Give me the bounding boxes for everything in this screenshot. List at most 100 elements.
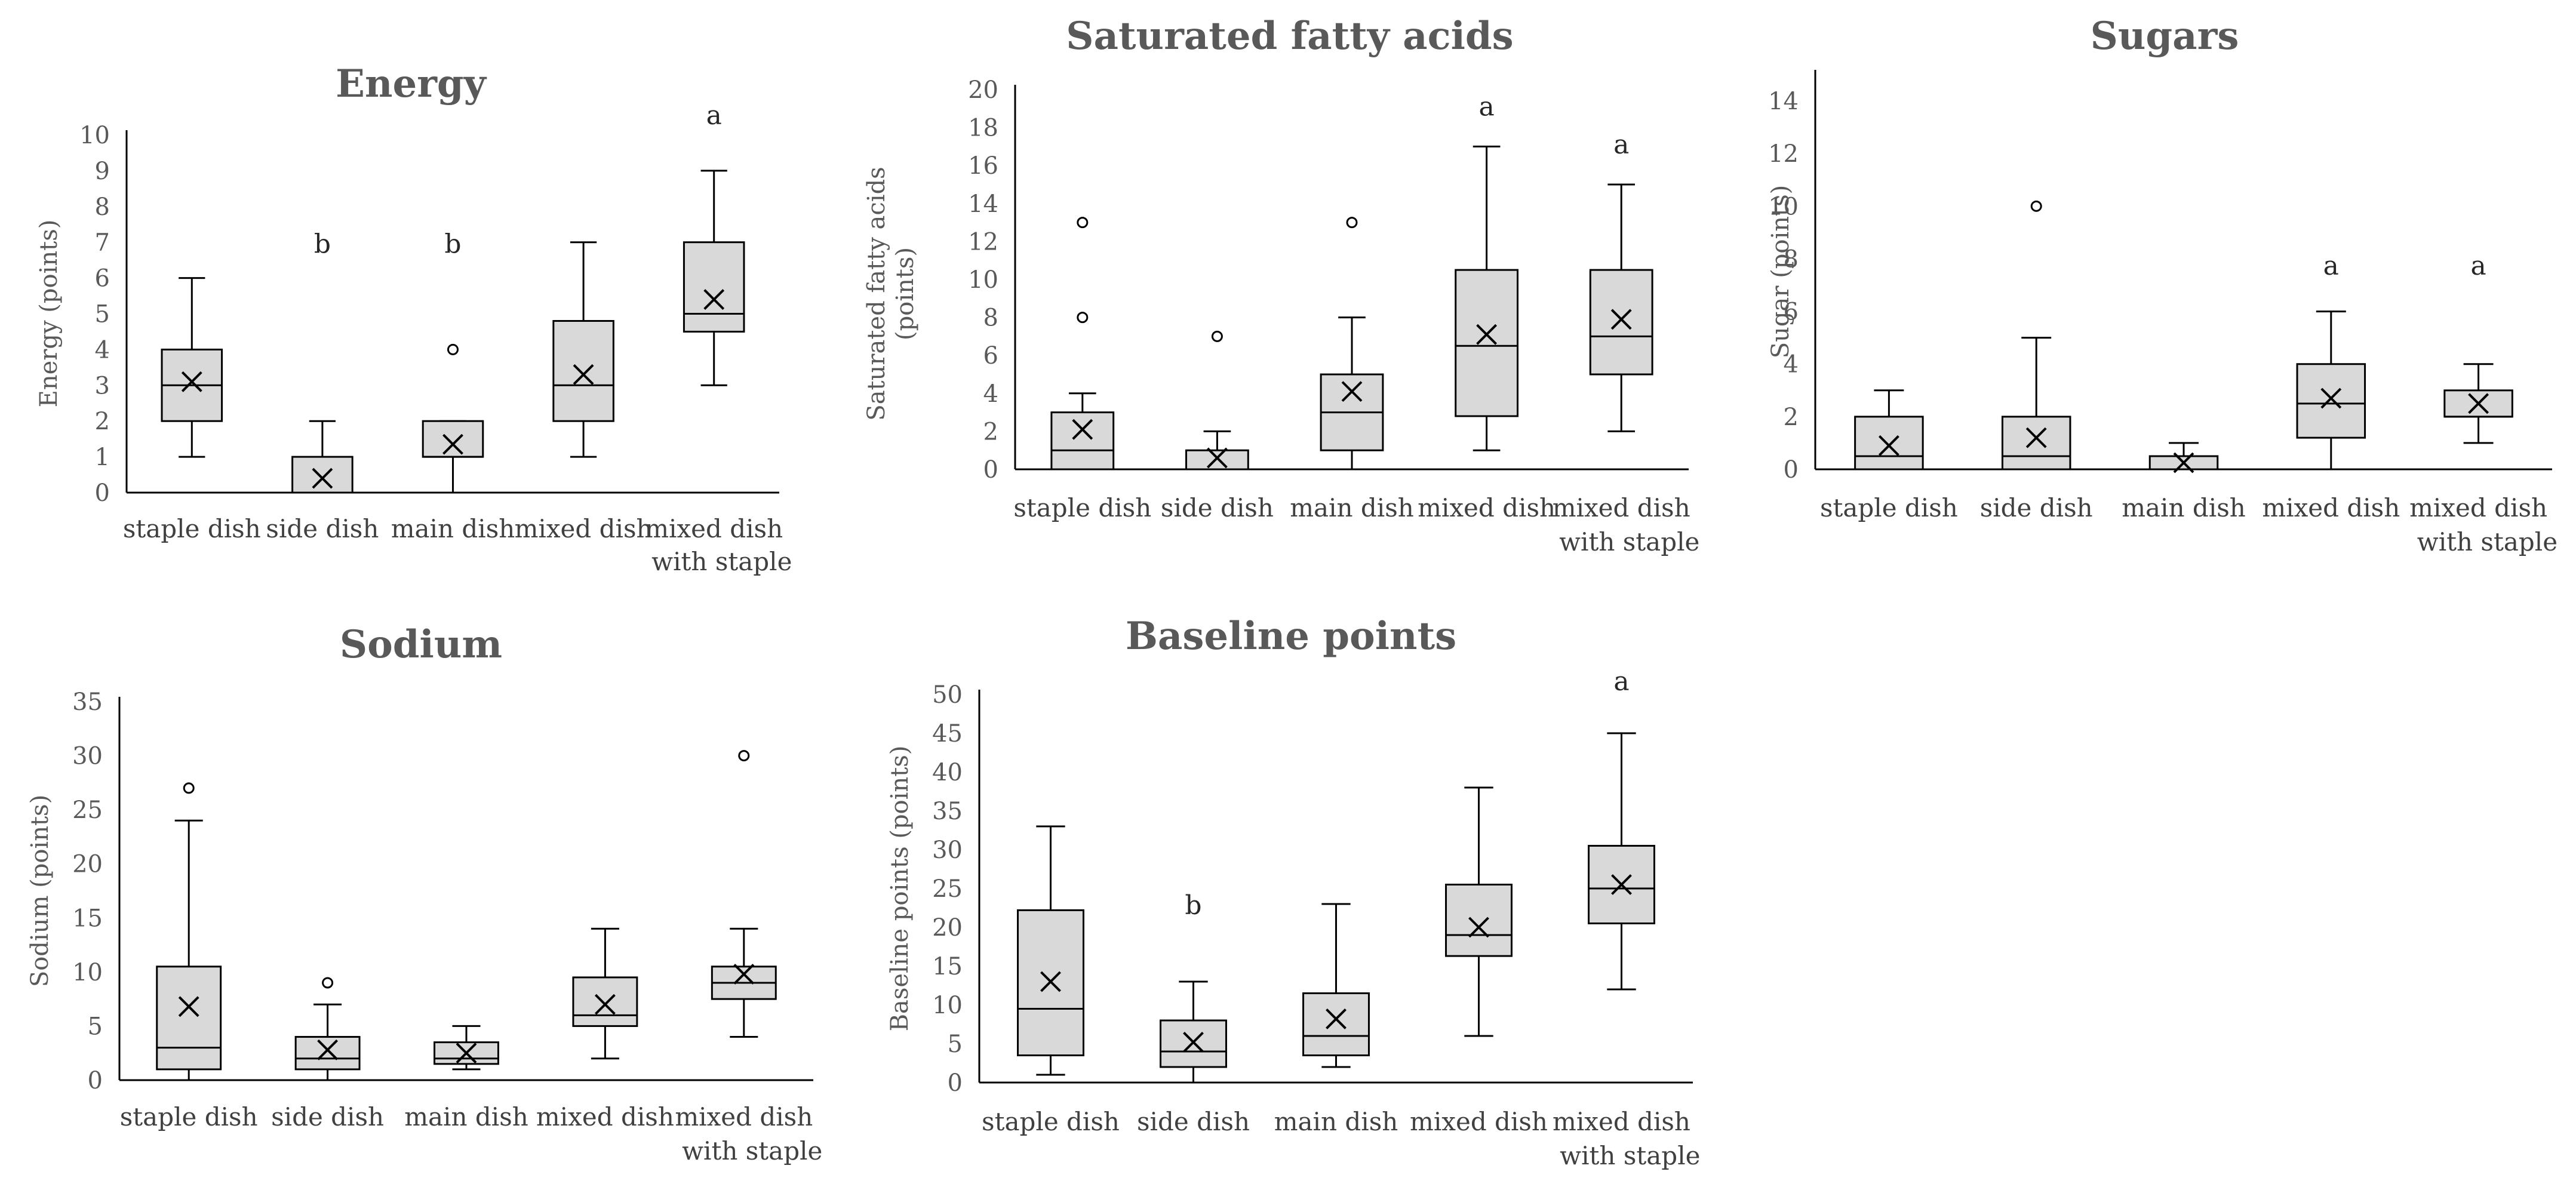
y-tick-label: 8 xyxy=(1784,245,1799,273)
y-tick-label: 0 xyxy=(95,479,110,507)
significance-label: b xyxy=(314,229,331,260)
y-tick-label: 6 xyxy=(95,265,110,293)
x-tick-label: main dish xyxy=(1274,1107,1398,1136)
iqr-box xyxy=(552,319,614,422)
y-tick-label: 16 xyxy=(968,152,998,180)
significance-label: a xyxy=(1478,91,1494,122)
outlier-point xyxy=(2030,200,2042,212)
x-tick-label-line2: with staple xyxy=(651,547,792,576)
y-tick-label: 10 xyxy=(932,992,963,1019)
significance-label: a xyxy=(1613,130,1629,160)
y-tick-label: 35 xyxy=(932,798,963,825)
chart-title: Sugars xyxy=(2091,14,2239,59)
box-5: a xyxy=(683,100,745,386)
mean-marker xyxy=(181,371,202,392)
y-tick-label: 5 xyxy=(948,1031,963,1058)
y-tick-label: 45 xyxy=(932,720,963,748)
box-2 xyxy=(2001,200,2071,471)
mean-marker xyxy=(442,433,463,455)
box-4: a xyxy=(2296,251,2366,471)
mean-marker xyxy=(178,996,199,1017)
x-tick-label: staple dish xyxy=(120,1102,258,1131)
y-tick-label: 2 xyxy=(1784,404,1799,431)
x-tick-label: mixed dish xyxy=(675,1102,813,1131)
y-tick-label: 40 xyxy=(932,759,963,786)
box-1 xyxy=(1017,825,1084,1076)
outlier-point xyxy=(1211,330,1223,342)
y-tick-label: 50 xyxy=(932,681,963,709)
outlier-point xyxy=(1077,312,1089,324)
y-tick-label: 0 xyxy=(948,1069,963,1097)
chart-title: Baseline points xyxy=(1126,614,1456,659)
mean-marker xyxy=(1468,917,1489,938)
x-tick-label: main dish xyxy=(391,514,515,543)
x-tick-label-line2: with staple xyxy=(1560,1141,1700,1170)
x-tick-label: mixed dish xyxy=(2409,493,2547,522)
box-4: a xyxy=(1455,91,1518,451)
y-tick-label: 10 xyxy=(1768,193,1799,220)
box-4 xyxy=(552,241,614,458)
box-5: a xyxy=(1588,666,1655,991)
x-tick-label: side dish xyxy=(271,1102,384,1131)
mean-marker xyxy=(573,364,594,385)
x-tick-label: staple dish xyxy=(123,514,261,543)
y-tick-label: 18 xyxy=(968,115,998,142)
significance-label: b xyxy=(444,229,461,260)
y-tick-label: 14 xyxy=(1768,88,1799,115)
chart-panel: Sodium Sodium (points) 0 5 10 15 20 25 30 35 stapl… xyxy=(26,622,822,1166)
outlier-point xyxy=(322,977,334,989)
mean-marker xyxy=(1206,447,1228,469)
x-tick-label: staple dish xyxy=(1013,493,1151,522)
mean-marker xyxy=(317,1039,339,1060)
chart-title: Energy xyxy=(336,62,487,106)
x-tick-label: mixed dish xyxy=(2262,493,2400,522)
y-tick-label: 6 xyxy=(1784,299,1799,326)
y-tick-label: 0 xyxy=(983,456,998,484)
y-tick-label: 8 xyxy=(983,305,998,332)
box-3 xyxy=(434,1025,499,1071)
y-tick-label: 12 xyxy=(968,228,998,256)
chart-title: Sodium xyxy=(340,622,502,667)
x-tick-label: mixed dish xyxy=(1553,493,1690,522)
box-5 xyxy=(711,750,777,1038)
y-tick-label: 0 xyxy=(1784,456,1799,484)
box-3 xyxy=(2148,442,2219,473)
x-tick-label-line2: with staple xyxy=(1559,527,1699,556)
box-5: a xyxy=(2443,251,2513,444)
y-tick-label: 8 xyxy=(95,193,110,221)
y-tick-label: 10 xyxy=(968,266,998,294)
x-tick-label: staple dish xyxy=(982,1107,1120,1136)
mean-marker xyxy=(1476,324,1498,345)
y-tick-label: 25 xyxy=(932,875,963,903)
y-tick-label: 25 xyxy=(72,797,103,824)
significance-label: b xyxy=(1185,890,1201,921)
x-tick-label: mixed dish xyxy=(536,1102,674,1131)
mean-marker xyxy=(1610,309,1632,330)
x-tick-label-line2: with staple xyxy=(2417,527,2557,556)
box-2 xyxy=(294,977,361,1081)
iqr-box xyxy=(2296,363,2366,439)
y-tick-label: 1 xyxy=(95,444,110,471)
significance-label: a xyxy=(2470,251,2486,281)
chart-panel: Baseline points Baseline points (points) 0… xyxy=(886,614,1700,1170)
box-1 xyxy=(1854,389,1924,471)
box-2 xyxy=(1185,330,1249,471)
mean-marker xyxy=(1611,874,1632,895)
significance-label: a xyxy=(706,100,722,131)
x-tick-label: main dish xyxy=(1290,493,1414,522)
iqr-box xyxy=(2001,416,2071,471)
x-tick-label: side dish xyxy=(1161,493,1274,522)
y-tick-label: 30 xyxy=(72,743,103,770)
mean-marker xyxy=(1183,1031,1204,1053)
y-tick-label: 15 xyxy=(932,953,963,980)
x-tick-label-line2: with staple xyxy=(682,1136,822,1166)
iqr-box xyxy=(422,420,484,458)
x-tick-label: mixed dish xyxy=(645,514,783,543)
mean-marker xyxy=(456,1043,477,1064)
box-3: b xyxy=(422,229,484,494)
y-tick-label: 0 xyxy=(88,1067,103,1094)
y-tick-label: 20 xyxy=(932,914,963,942)
y-tick-label: 5 xyxy=(88,1013,103,1040)
mean-marker xyxy=(1878,435,1899,456)
